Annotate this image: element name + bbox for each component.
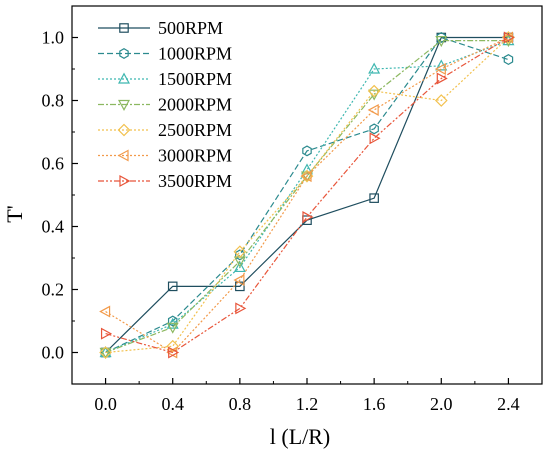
data-point: [100, 327, 113, 340]
data-point: [99, 347, 112, 359]
series-line: [105, 36, 509, 354]
data-point: [233, 274, 245, 287]
series-line: [105, 40, 509, 354]
ticks-layer: 0.0 0.4 0.8 1.2 1.6 2.0 2.4 0.0 0.2 0.4 0.6 0.8 1.0: [42, 28, 520, 415]
x-tick-label: 0.0: [94, 394, 117, 414]
data-point: [300, 170, 312, 183]
data-point: [367, 103, 379, 116]
data-point: [166, 322, 179, 334]
data-point: [168, 346, 180, 359]
x-tick-label: 1.2: [296, 394, 319, 414]
plot-frame: [71, 5, 543, 385]
series-layer: [99, 31, 515, 359]
legend-label: 500RPM: [158, 18, 223, 38]
legend-marker: [117, 149, 129, 162]
x-tick-label: 0.8: [229, 394, 252, 414]
legend-item: 3500RPM: [98, 171, 232, 191]
data-point: [302, 145, 312, 157]
data-point: [167, 281, 178, 292]
legend-marker: [119, 48, 129, 59]
legend-marker: [117, 123, 131, 137]
data-point: [434, 62, 446, 76]
data-point: [300, 171, 314, 183]
data-point: [369, 123, 379, 135]
data-point: [235, 302, 247, 315]
legend-marker: [119, 23, 129, 33]
data-point: [503, 54, 514, 66]
legend-item: 1500RPM: [98, 69, 232, 89]
legend-label: 3000RPM: [158, 146, 232, 166]
legend: 500RPM 1000RPM 1500RPM 2000RPM 2500RPM 3000RP…: [98, 18, 232, 191]
data-point: [233, 245, 247, 259]
legend-marker: [117, 99, 131, 111]
legend-label: 3500RPM: [158, 171, 232, 191]
data-point: [436, 32, 447, 43]
data-point: [435, 36, 448, 48]
series-3500RPM: [100, 31, 515, 359]
data-point: [99, 346, 112, 359]
x-tick-label: 1.6: [363, 394, 386, 414]
data-point: [368, 62, 381, 74]
legend-marker: [119, 174, 131, 188]
data-point: [235, 281, 245, 292]
y-tick-label: 0.6: [42, 154, 65, 174]
data-point: [233, 260, 246, 273]
data-point: [503, 31, 515, 44]
legend-marker: [117, 72, 131, 84]
data-point: [167, 315, 178, 327]
y-tick-label: 0.0: [42, 343, 65, 363]
y-tick-label: 0.4: [42, 217, 65, 237]
x-tick-label: 0.4: [161, 394, 184, 414]
data-point: [369, 132, 381, 145]
series-line: [105, 36, 509, 354]
legend-item: 500RPM: [98, 18, 223, 38]
data-point: [369, 193, 379, 203]
x-tick-label: 2.0: [430, 394, 453, 414]
legend-label: 1500RPM: [158, 69, 232, 89]
legend-label: 1000RPM: [158, 44, 232, 64]
legend-item: 3000RPM: [98, 146, 232, 166]
series-line: [105, 36, 509, 354]
legend-label: 2500RPM: [158, 120, 232, 140]
legend-item: 2500RPM: [98, 120, 232, 140]
x-tick-label: 2.4: [497, 394, 520, 414]
legend-label: 2000RPM: [158, 95, 232, 115]
y-tick-label: 1.0: [42, 28, 65, 48]
y-tick-label: 0.8: [42, 91, 65, 111]
legend-item: 1000RPM: [98, 44, 232, 64]
legend-item: 2000RPM: [98, 95, 232, 115]
data-point: [434, 94, 448, 107]
data-point: [367, 84, 381, 98]
data-point: [436, 72, 448, 85]
y-axis-title: T': [2, 205, 27, 222]
data-point: [99, 305, 111, 318]
data-point: [166, 339, 180, 353]
data-point: [302, 211, 314, 224]
y-tick-label: 0.2: [42, 280, 65, 300]
x-axis-title: l (L/R): [270, 424, 331, 449]
